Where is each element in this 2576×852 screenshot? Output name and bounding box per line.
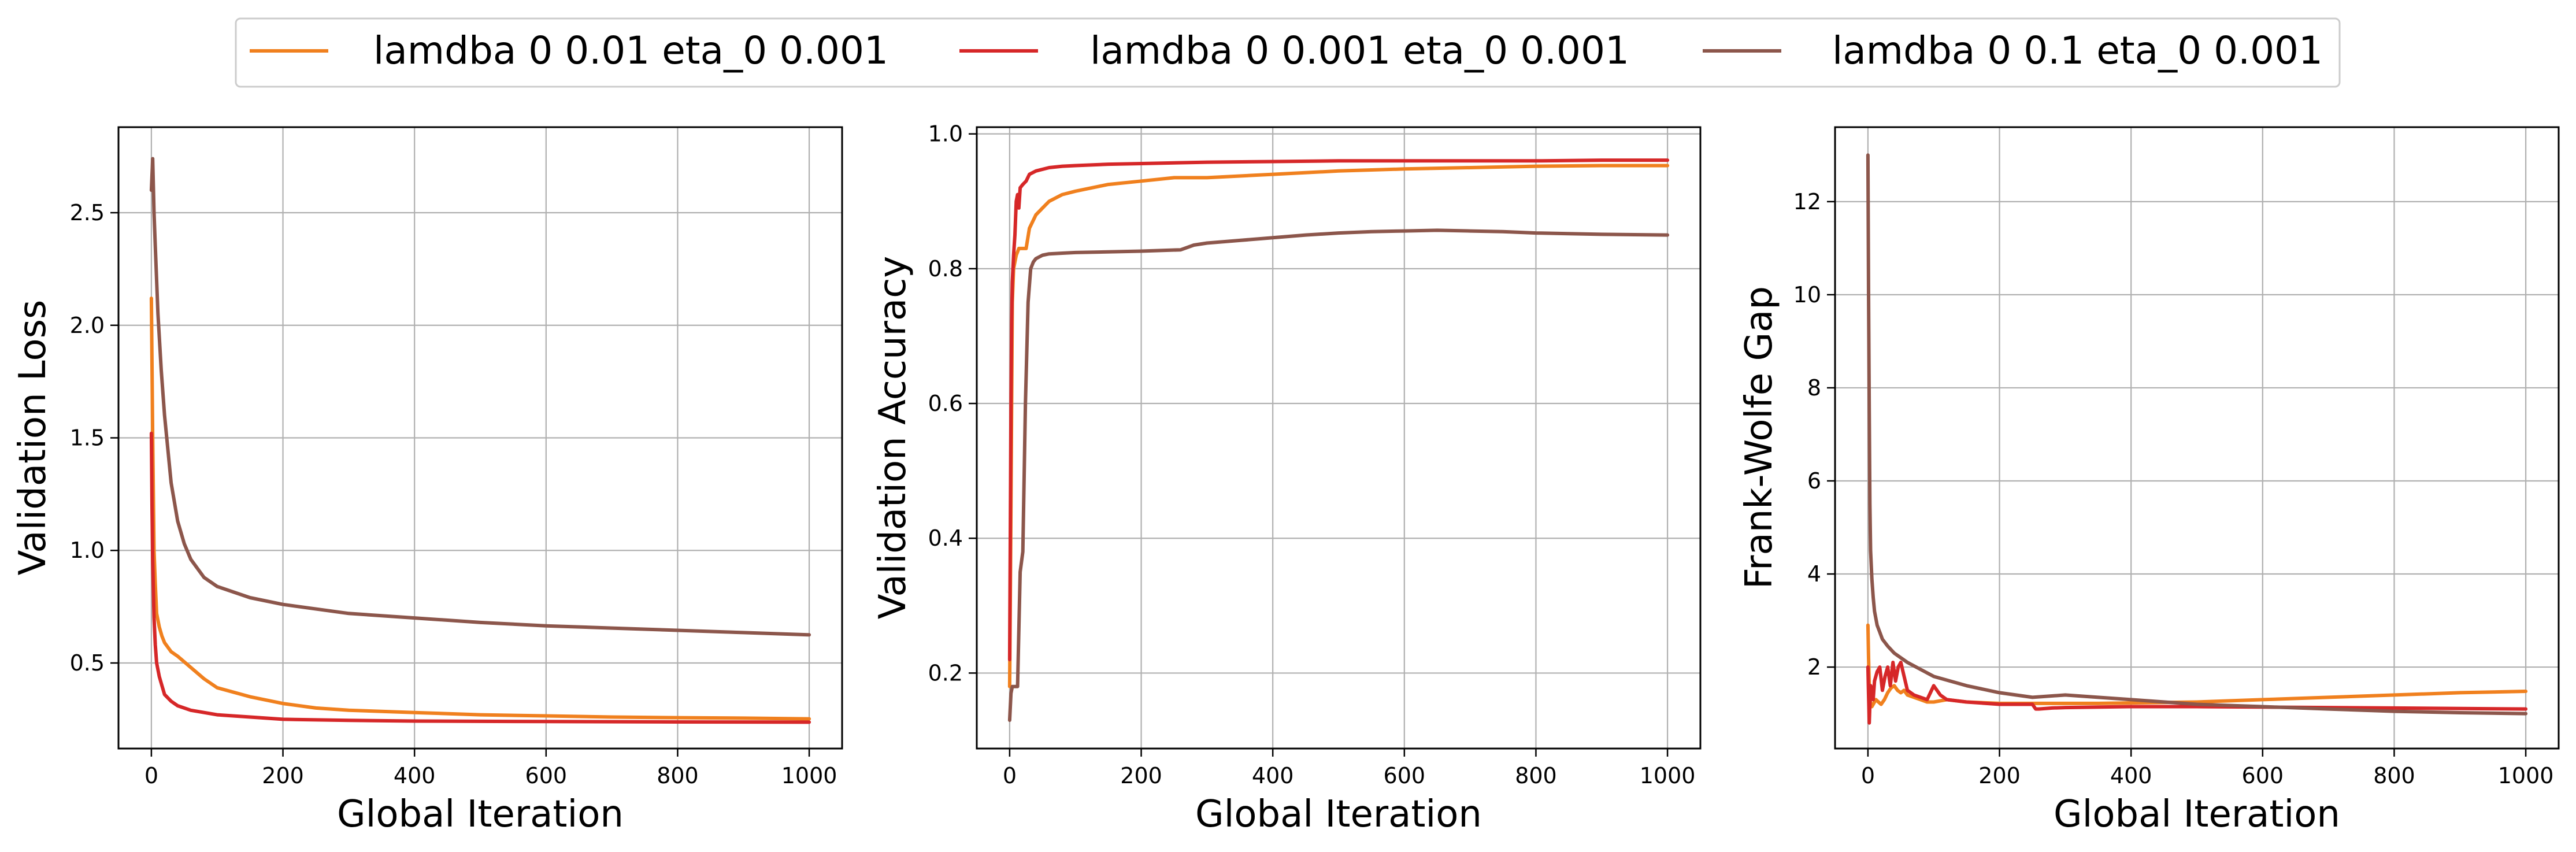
frank-wolfe-gap-x-tick-label: 0 [1861, 763, 1875, 788]
frank-wolfe-gap-y-tick-label: 6 [1807, 468, 1821, 494]
validation-accuracy-y-tick-label: 1.0 [928, 121, 963, 147]
frank-wolfe-gap-x-tick-label: 600 [2242, 763, 2284, 788]
validation-loss-x-axis-label: Global Iteration [337, 793, 624, 836]
legend-label-3: lamdba 0 0.1 eta_0 0.001 [1832, 28, 2323, 73]
frank-wolfe-gap-x-tick-label: 1000 [2498, 763, 2554, 788]
legend: lamdba 0 0.01 eta_0 0.001 lamdba 0 0.001… [235, 17, 2341, 88]
validation-accuracy-chart: 0 200 400 600 800 1000 0.2 0.4 0.6 0.8 1.0 Global … [872, 121, 1702, 836]
validation-loss-y-tick-label: 1.5 [70, 425, 105, 451]
frank-wolfe-gap-plot-frame [1834, 126, 2560, 750]
frank-wolfe-gap-y-tick-label: 2 [1807, 654, 1821, 680]
validation-loss-chart: 0 200 400 600 800 1000 0.5 1.0 1.5 2.0 2.5 Global … [12, 126, 843, 836]
validation-loss-y-tick-label: 1.0 [70, 538, 105, 563]
validation-accuracy-x-tick-label: 0 [1003, 763, 1017, 788]
validation-loss-x-tick-label: 0 [144, 763, 158, 788]
validation-accuracy-x-tick-label: 400 [1252, 763, 1294, 788]
frank-wolfe-gap-x-tick-label: 800 [2373, 763, 2415, 788]
validation-accuracy-plot-frame [976, 126, 1702, 750]
validation-loss-x-tick-label: 200 [262, 763, 304, 788]
validation-accuracy-series-line-2 [1007, 158, 1670, 662]
validation-loss-x-tick-label: 400 [394, 763, 436, 788]
validation-loss-x-tick-label: 800 [657, 763, 699, 788]
validation-accuracy-ticks: 0 200 400 600 800 1000 0.2 0.4 0.6 0.8 1.0 [928, 121, 1696, 788]
validation-accuracy-series [1007, 158, 1670, 722]
validation-accuracy-series-line-1 [1007, 164, 1670, 688]
frank-wolfe-gap-y-tick-label: 8 [1807, 375, 1821, 401]
validation-accuracy-series-line-3 [1007, 228, 1670, 722]
validation-loss-series-line-2 [149, 431, 811, 724]
validation-accuracy-x-tick-label: 800 [1515, 763, 1557, 788]
legend-frame [235, 17, 2341, 88]
validation-loss-y-tick-label: 2.5 [70, 200, 105, 225]
validation-loss-x-tick-label: 1000 [781, 763, 837, 788]
validation-loss-x-tick-label: 600 [525, 763, 568, 788]
validation-accuracy-y-tick-label: 0.4 [928, 525, 963, 551]
frank-wolfe-gap-y-tick-label: 12 [1793, 189, 1821, 214]
validation-accuracy-grid [977, 127, 1700, 749]
frank-wolfe-gap-y-tick-label: 4 [1807, 561, 1821, 587]
validation-accuracy-x-tick-label: 600 [1384, 763, 1426, 788]
validation-accuracy-x-tick-label: 200 [1120, 763, 1162, 788]
validation-loss-y-tick-label: 2.0 [70, 313, 105, 338]
validation-accuracy-y-axis-label: Validation Accuracy [872, 256, 914, 620]
validation-loss-series [149, 157, 811, 724]
frank-wolfe-gap-series [1866, 153, 2528, 725]
validation-loss-series-line-1 [149, 297, 811, 721]
frank-wolfe-gap-series-line-3 [1866, 153, 2528, 716]
validation-accuracy-y-tick-label: 0.2 [928, 660, 963, 686]
validation-loss-series-line-3 [149, 157, 811, 637]
frank-wolfe-gap-y-tick-label: 10 [1793, 282, 1821, 308]
validation-accuracy-x-axis-label: Global Iteration [1195, 793, 1482, 836]
frank-wolfe-gap-series-line-2 [1866, 661, 2528, 725]
frank-wolfe-gap-chart: 0 200 400 600 800 1000 2 4 6 8 10 12 Global Iterati… [1738, 126, 2560, 836]
validation-accuracy-x-tick-label: 1000 [1640, 763, 1696, 788]
legend-label-1: lamdba 0 0.01 eta_0 0.001 [373, 28, 888, 73]
validation-loss-grid [118, 127, 842, 749]
validation-accuracy-y-tick-label: 0.8 [928, 256, 963, 281]
frank-wolfe-gap-x-axis-label: Global Iteration [2054, 793, 2340, 836]
validation-loss-y-tick-label: 0.5 [70, 650, 105, 676]
frank-wolfe-gap-x-tick-label: 200 [1978, 763, 2021, 788]
frank-wolfe-gap-y-axis-label: Frank-Wolfe Gap [1738, 286, 1781, 589]
validation-accuracy-y-tick-label: 0.6 [928, 391, 963, 416]
validation-loss-ticks: 0 200 400 600 800 1000 0.5 1.0 1.5 2.0 2.5 [70, 200, 837, 788]
frank-wolfe-gap-x-tick-label: 400 [2110, 763, 2152, 788]
frank-wolfe-gap-ticks: 0 200 400 600 800 1000 2 4 6 8 10 12 [1793, 189, 2554, 788]
legend-label-2: lamdba 0 0.001 eta_0 0.001 [1090, 28, 1629, 73]
validation-loss-y-axis-label: Validation Loss [12, 300, 54, 576]
